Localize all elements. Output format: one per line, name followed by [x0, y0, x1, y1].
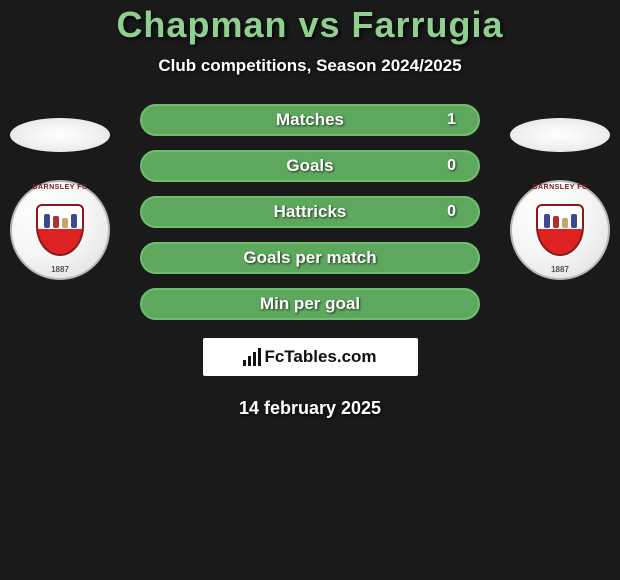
- crest-year: 1887: [12, 265, 108, 274]
- subtitle: Club competitions, Season 2024/2025: [0, 56, 620, 76]
- stat-label: Goals: [286, 156, 333, 176]
- stat-label: Goals per match: [243, 248, 376, 268]
- player-left-avatar: [10, 118, 110, 152]
- stat-row-goals: Goals 0: [140, 150, 480, 182]
- stat-row-hattricks: Hattricks 0: [140, 196, 480, 228]
- stat-row-matches: Matches 1: [140, 104, 480, 136]
- stat-value: 0: [447, 203, 456, 221]
- stat-value: 1: [447, 111, 456, 129]
- player-left-crest: BARNSLEY FC 1887: [10, 180, 110, 280]
- stat-row-min-per-goal: Min per goal: [140, 288, 480, 320]
- player-right-column: BARNSLEY FC 1887: [510, 118, 610, 280]
- stat-row-goals-per-match: Goals per match: [140, 242, 480, 274]
- player-right-avatar: [510, 118, 610, 152]
- stat-value: 0: [447, 157, 456, 175]
- stat-label: Hattricks: [274, 202, 347, 222]
- crest-year: 1887: [512, 265, 608, 274]
- stat-rows: Matches 1 Goals 0 Hattricks 0 Goals per …: [140, 104, 480, 320]
- crest-top-text: BARNSLEY FC: [12, 184, 108, 191]
- branding-logo[interactable]: FcTables.com: [203, 338, 418, 376]
- page-title: Chapman vs Farrugia: [0, 4, 620, 46]
- stat-label: Min per goal: [260, 294, 360, 314]
- player-left-column: BARNSLEY FC 1887: [10, 118, 110, 280]
- logo-bars-icon: [243, 348, 261, 366]
- crest-top-text: BARNSLEY FC: [512, 184, 608, 191]
- stat-label: Matches: [276, 110, 344, 130]
- footer-date: 14 february 2025: [0, 398, 620, 419]
- logo-text: FcTables.com: [264, 347, 376, 367]
- player-right-crest: BARNSLEY FC 1887: [510, 180, 610, 280]
